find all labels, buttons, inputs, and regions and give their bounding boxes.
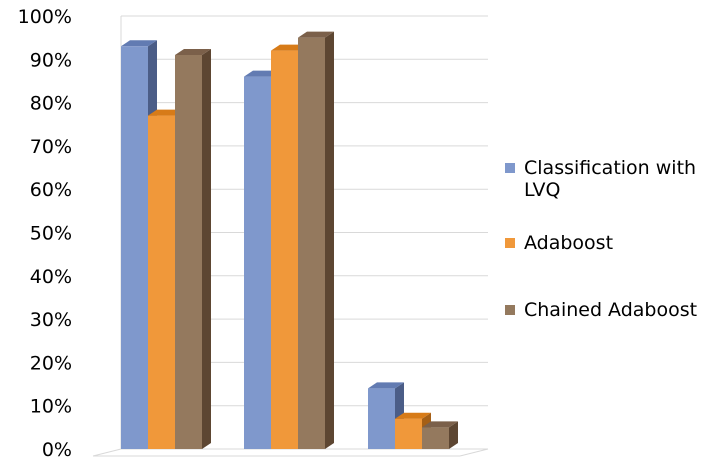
bar-side bbox=[202, 48, 211, 449]
bar bbox=[175, 48, 211, 449]
bars bbox=[121, 31, 458, 450]
bar-top bbox=[298, 31, 334, 38]
bar-front bbox=[368, 388, 395, 449]
bar-front bbox=[175, 54, 202, 449]
bar-front bbox=[271, 50, 298, 449]
bar-top bbox=[368, 382, 404, 389]
legend-swatch bbox=[505, 238, 515, 248]
bar-front bbox=[148, 115, 175, 449]
floor-right-line bbox=[459, 448, 489, 457]
bar-front bbox=[298, 37, 325, 450]
y-tick-label: 100% bbox=[18, 6, 72, 28]
y-tick-label: 60% bbox=[30, 179, 72, 201]
bar-top bbox=[175, 48, 211, 55]
legend-swatch bbox=[505, 163, 515, 173]
y-tick-label: 80% bbox=[30, 93, 72, 115]
y-tick-label: 40% bbox=[30, 266, 72, 288]
y-tick-label: 90% bbox=[30, 49, 72, 71]
legend-label: Adaboost bbox=[524, 232, 614, 254]
bar-front bbox=[121, 46, 148, 450]
y-tick-label: 10% bbox=[30, 396, 72, 418]
legend-label: Classification with LVQ bbox=[524, 157, 697, 201]
bar-front bbox=[395, 418, 422, 449]
bar-front bbox=[244, 76, 271, 450]
bar-front bbox=[422, 427, 449, 449]
bar bbox=[395, 412, 431, 449]
bar-top bbox=[395, 412, 431, 419]
y-axis: 0% 10% 20% 30% 40% 50% 60% 70% 80% 90% 100% bbox=[18, 6, 72, 461]
legend-label: Chained Adaboost bbox=[524, 299, 698, 321]
bar-top bbox=[121, 40, 157, 47]
bar bbox=[422, 421, 458, 449]
bar-top bbox=[422, 421, 458, 428]
bar bbox=[298, 31, 334, 450]
y-tick-label: 70% bbox=[30, 136, 72, 158]
bar-side bbox=[325, 31, 334, 450]
legend-swatch bbox=[505, 305, 515, 315]
y-tick-label: 30% bbox=[30, 309, 72, 331]
y-tick-label: 50% bbox=[30, 223, 72, 245]
bar-side bbox=[449, 421, 458, 449]
y-tick-label: 20% bbox=[30, 352, 72, 374]
y-tick-label: 0% bbox=[42, 439, 72, 461]
floor-edge-line bbox=[92, 448, 122, 457]
